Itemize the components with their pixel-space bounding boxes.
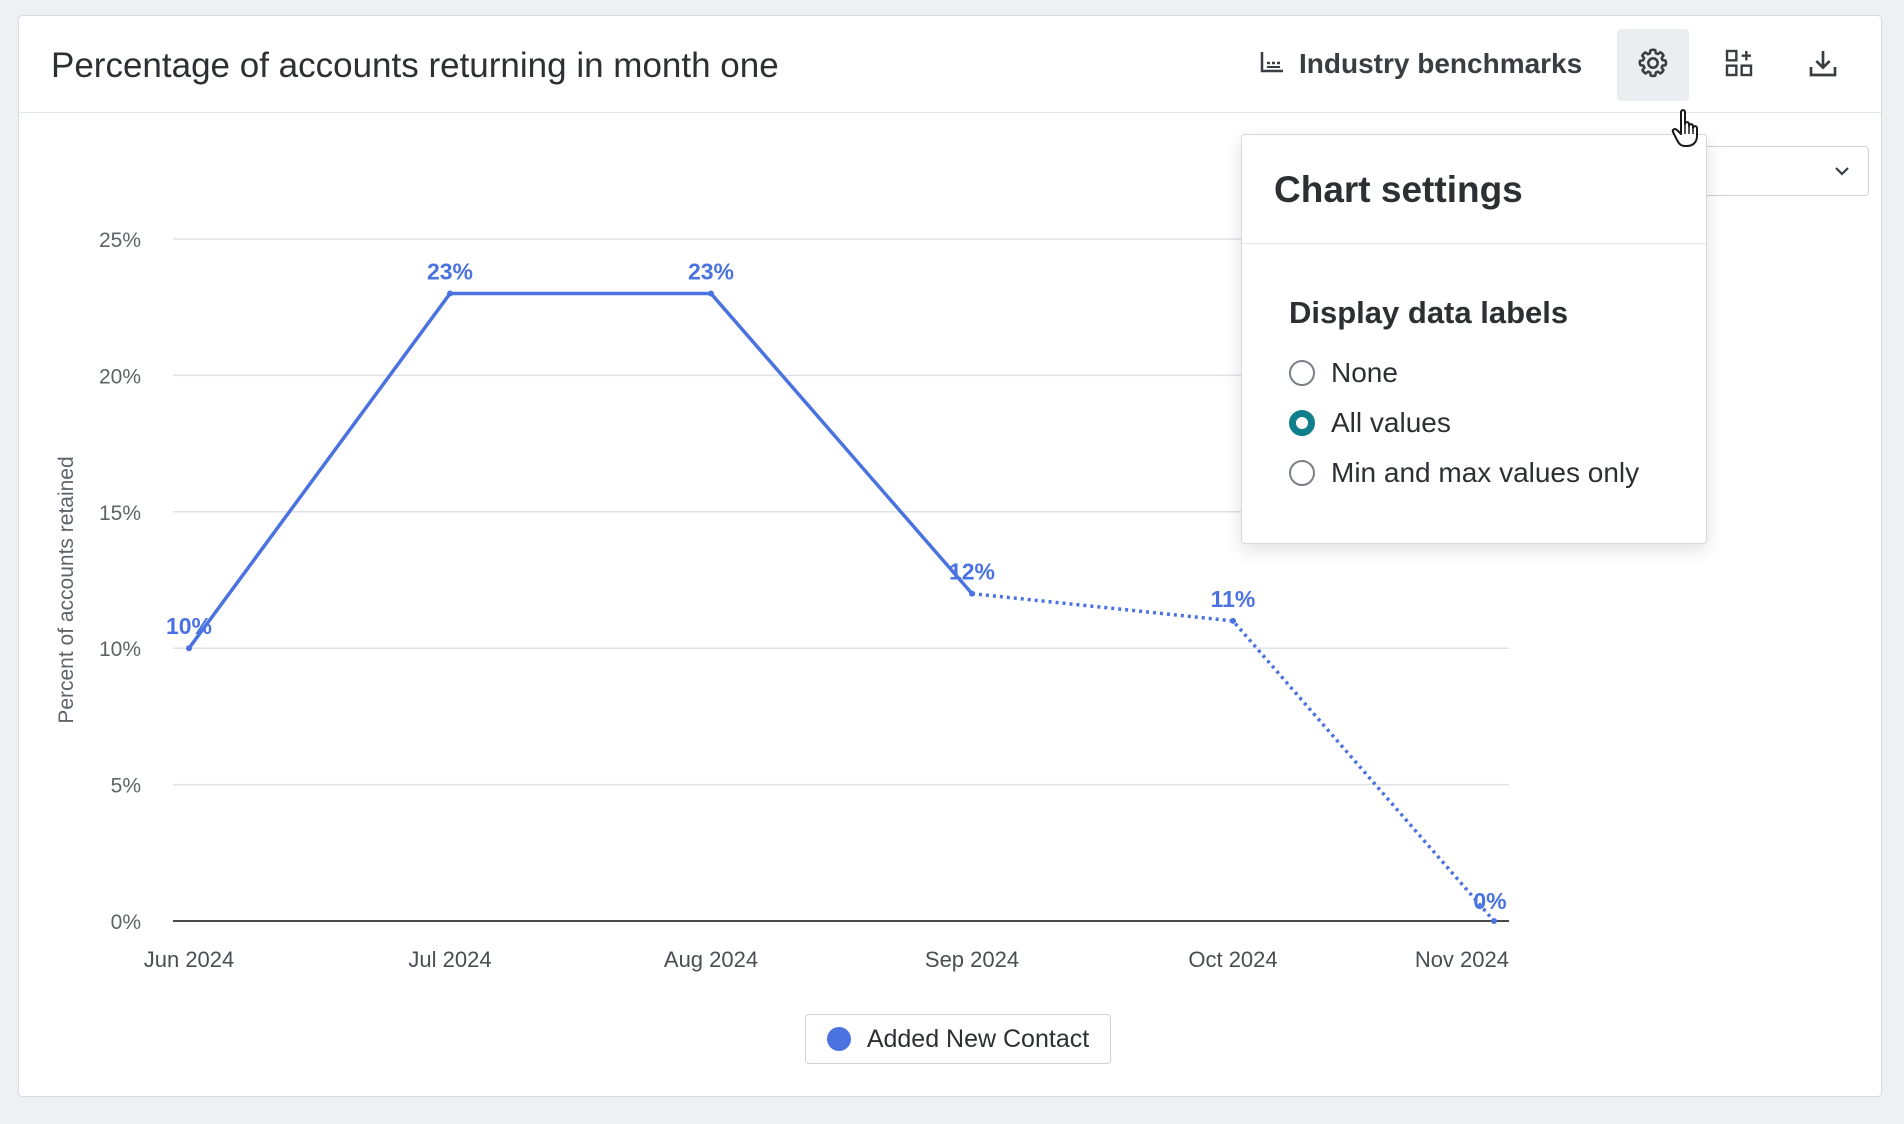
y-axis-label: Percent of accounts retained <box>55 456 78 723</box>
y-tick-label: 25% <box>99 229 141 252</box>
y-tick-label: 0% <box>111 911 141 934</box>
x-tick-label: Sep 2024 <box>925 947 1019 972</box>
comparison-dropdown[interactable] <box>1679 146 1869 196</box>
series-line-solid <box>187 291 974 650</box>
option-none-label: None <box>1331 357 1398 388</box>
series-line-projected <box>971 591 1496 923</box>
x-tick-label: Nov 2024 <box>1415 947 1509 972</box>
page-title: Percentage of accounts returning in mont… <box>51 46 779 85</box>
y-tick-label: 20% <box>99 365 141 388</box>
popover-title: Chart settings <box>1274 169 1523 210</box>
data-label: 0% <box>1473 888 1506 914</box>
data-point[interactable] <box>708 290 714 297</box>
data-point[interactable] <box>186 645 192 652</box>
chart-legend[interactable]: Added New Contact <box>805 1014 1111 1064</box>
legend-dot <box>826 1027 851 1051</box>
option-min-max[interactable]: Min and max values only <box>1289 455 1639 491</box>
data-label: 23% <box>688 259 734 285</box>
industry-benchmarks-button[interactable]: Industry benchmarks <box>1259 44 1582 84</box>
data-point[interactable] <box>969 590 975 597</box>
chart-card: Percentage of accounts returning in mont… <box>18 15 1882 1097</box>
data-label: 12% <box>949 559 995 585</box>
data-point[interactable] <box>1230 617 1236 624</box>
data-label: 23% <box>427 259 473 285</box>
line-chart-icon <box>1259 49 1285 80</box>
chevron-down-icon <box>1832 161 1852 186</box>
x-tick-label: Jul 2024 <box>408 947 491 972</box>
option-none[interactable]: None <box>1289 355 1398 391</box>
download-icon <box>1807 47 1839 84</box>
add-widget-button[interactable] <box>1703 29 1775 101</box>
add-widget-icon <box>1723 47 1755 84</box>
x-tick-label: Oct 2024 <box>1188 947 1277 972</box>
y-tick-label: 5% <box>111 775 141 798</box>
card-header: Percentage of accounts returning in mont… <box>19 16 1881 113</box>
industry-benchmarks-label: Industry benchmarks <box>1299 48 1583 79</box>
display-data-labels-heading: Display data labels <box>1289 295 1569 330</box>
popover-header: Chart settings <box>1242 135 1706 244</box>
x-tick-label: Jun 2024 <box>144 947 235 972</box>
data-point[interactable] <box>447 290 453 297</box>
option-min-max-label: Min and max values only <box>1331 457 1640 488</box>
data-label: 10% <box>166 613 212 639</box>
y-tick-label: 15% <box>99 502 141 525</box>
data-label: 11% <box>1211 586 1256 612</box>
legend-label: Added New Contact <box>866 1024 1090 1053</box>
option-all-values-label: All values <box>1331 407 1451 438</box>
download-button[interactable] <box>1787 29 1859 101</box>
chart-settings-popover: Chart settings Display data labels None … <box>1241 134 1707 544</box>
y-tick-label: 10% <box>99 638 141 661</box>
radio-min-max[interactable] <box>1289 460 1315 486</box>
gear-icon <box>1636 46 1670 85</box>
option-all-values[interactable]: All values <box>1289 405 1451 441</box>
radio-none[interactable] <box>1289 360 1315 386</box>
hand-pointer-cursor-icon <box>1671 108 1705 153</box>
chart-settings-button[interactable] <box>1617 29 1689 101</box>
radio-all-values[interactable] <box>1289 410 1315 436</box>
x-tick-label: Aug 2024 <box>664 947 758 972</box>
data-point[interactable] <box>1491 918 1497 924</box>
